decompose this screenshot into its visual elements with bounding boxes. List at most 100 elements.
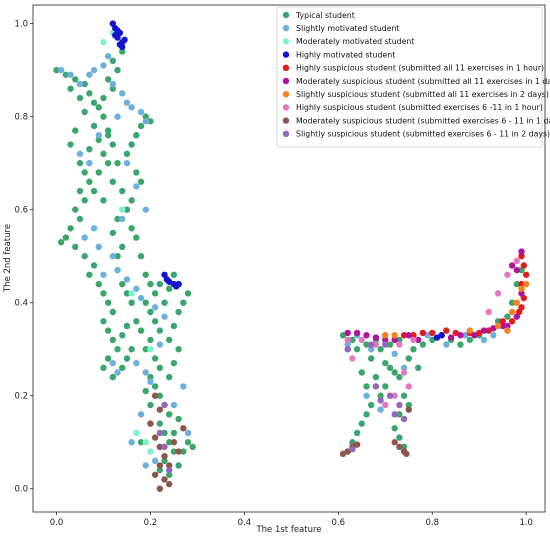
data-point [447,334,455,341]
data-point [166,462,173,469]
data-point [151,434,159,441]
y-axis: 0.0 0.2 0.4 0.6 0.8 1.0 [14,20,33,495]
data-point [123,99,131,106]
data-point [137,122,145,130]
data-point [86,271,93,278]
data-point [81,197,88,204]
data-point [151,392,159,399]
data-point [147,308,154,316]
data-point [386,341,394,348]
data-point [161,457,168,465]
data-point [358,420,366,427]
series-6 [382,280,530,339]
data-point [104,76,112,83]
data-point [518,280,525,288]
data-point [128,197,135,204]
data-point [137,327,145,334]
data-point [109,178,117,185]
y-axis-label: The 2nd feature [3,224,13,293]
data-point [156,341,164,348]
data-point [405,401,412,409]
data-point [142,369,149,376]
data-point [175,415,182,423]
data-point [508,299,516,306]
data-point [161,452,168,460]
data-point [513,257,521,265]
data-point [86,71,93,78]
data-point [147,346,154,353]
data-point [104,327,112,334]
data-point [53,66,60,74]
data-point [368,401,375,409]
data-point [100,290,107,297]
data-point [166,480,173,488]
data-point [147,448,154,455]
data-point [396,401,403,409]
data-point [513,266,521,274]
data-point [170,439,178,446]
data-point [396,341,403,348]
legend-marker [282,51,290,58]
x-axis: 0.0 0.2 0.4 0.6 0.8 1.0 [50,512,533,528]
data-point [100,197,107,204]
data-point [100,113,107,120]
data-point [119,280,126,288]
data-point [100,271,107,278]
data-point [133,318,140,325]
data-point [396,434,403,441]
data-point [166,336,173,344]
data-point [443,327,450,334]
data-point [133,169,140,176]
data-point [123,150,131,158]
data-point [414,336,422,344]
data-point [396,411,403,418]
x-tick-label: 1.0 [519,518,533,528]
data-point [175,308,182,316]
data-point [133,285,140,292]
data-point [128,290,135,297]
data-point [81,169,88,176]
data-point [119,332,126,339]
data-point [184,429,192,437]
data-point [119,90,126,97]
data-point [344,336,351,344]
data-point [180,425,187,432]
data-point [358,369,366,376]
data-point [170,322,178,330]
data-point [128,299,135,306]
data-point [156,443,164,451]
data-point [400,392,408,399]
data-point [166,471,173,478]
data-point [166,439,173,446]
data-point [123,322,131,330]
data-point [391,369,398,376]
data-point [518,285,525,292]
data-point [170,271,178,278]
data-point [57,239,65,246]
data-point [137,108,145,116]
data-point [353,441,361,448]
data-point [104,355,112,362]
data-point [184,290,192,297]
data-point [109,252,117,260]
data-point [109,80,117,88]
data-point [86,159,93,167]
data-point [142,299,149,306]
data-marks [53,20,530,492]
data-point [523,280,530,288]
data-point [142,118,149,125]
data-point [67,225,74,232]
data-point [142,271,149,278]
data-point [466,327,474,334]
x-tick-label: 0.6 [332,518,346,528]
series-5 [344,248,525,344]
data-point [170,401,178,409]
data-point [513,299,521,306]
series-2 [100,29,154,455]
data-point [161,401,168,409]
data-point [100,62,107,69]
data-point [123,159,131,167]
data-point [133,429,140,437]
data-point [156,466,164,474]
data-point [363,392,370,399]
